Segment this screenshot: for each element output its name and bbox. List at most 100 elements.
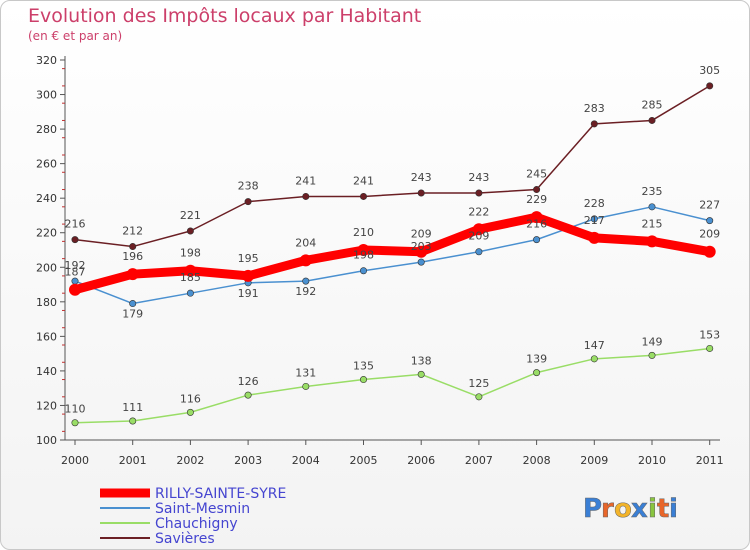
data-point xyxy=(244,391,252,399)
x-tick-label: 2010 xyxy=(638,454,666,467)
data-label: 216 xyxy=(65,218,86,231)
y-tick-label: 240 xyxy=(36,192,57,205)
y-tick-label: 300 xyxy=(36,89,57,102)
data-label: 285 xyxy=(642,98,663,111)
data-point xyxy=(590,215,598,223)
data-label: 245 xyxy=(526,168,547,181)
legend-label: Saint-Mesmin xyxy=(155,501,250,517)
logo-letter: x xyxy=(631,494,648,524)
data-label: 209 xyxy=(411,228,432,241)
data-point xyxy=(71,419,79,427)
x-tick-label: 2003 xyxy=(234,454,262,467)
data-point xyxy=(129,417,137,425)
data-label: 235 xyxy=(642,185,663,198)
x-tick-label: 2005 xyxy=(350,454,378,467)
data-point xyxy=(357,244,370,256)
data-point xyxy=(417,189,425,197)
data-label: 203 xyxy=(411,240,432,253)
x-tick-label: 2011 xyxy=(696,454,724,467)
data-label: 179 xyxy=(122,308,143,321)
data-label: 125 xyxy=(468,377,489,390)
data-point xyxy=(417,370,425,378)
x-tick-label: 2002 xyxy=(176,454,204,467)
logo-letter: P xyxy=(583,494,602,524)
x-tick-label: 2004 xyxy=(292,454,320,467)
data-point xyxy=(302,192,310,200)
axes: 100 120 140 160 180 200 220 240 260 280 300 320 2000… xyxy=(36,54,724,467)
data-label: 139 xyxy=(526,353,547,366)
data-label: 195 xyxy=(238,252,259,265)
data-label: 209 xyxy=(699,228,720,241)
data-point xyxy=(71,277,79,285)
series-line-chauchigny xyxy=(74,347,711,424)
y-tick-label: 260 xyxy=(36,158,57,171)
data-label: 243 xyxy=(468,171,489,184)
data-point xyxy=(533,186,541,194)
logo-letter: r xyxy=(601,494,614,524)
logo-letter: i xyxy=(669,494,678,524)
x-tick-label: 2001 xyxy=(119,454,147,467)
data-point xyxy=(184,264,197,277)
data-label: 241 xyxy=(353,174,374,187)
data-label: 204 xyxy=(295,236,316,249)
chart-subtitle: (en € et par an) xyxy=(28,29,123,43)
data-label: 116 xyxy=(180,392,201,405)
data-point xyxy=(590,355,598,363)
data-point xyxy=(126,268,139,281)
data-label: 138 xyxy=(411,354,432,367)
data-point xyxy=(244,198,252,206)
data-point xyxy=(703,245,716,258)
y-tick-label: 140 xyxy=(36,365,57,378)
data-point xyxy=(186,289,194,297)
data-label: 241 xyxy=(295,174,316,187)
data-point xyxy=(530,211,543,224)
data-label: 243 xyxy=(411,171,432,184)
data-point xyxy=(475,189,483,197)
data-label: 305 xyxy=(699,64,720,77)
data-label: 227 xyxy=(699,199,720,212)
logo-letter: i xyxy=(648,494,657,524)
x-tick-label: 2006 xyxy=(407,454,435,467)
data-label: 196 xyxy=(122,250,143,263)
legend-label: Savières xyxy=(155,531,215,547)
logo-letter: o xyxy=(614,494,632,524)
y-tick-label: 120 xyxy=(36,399,57,412)
data-point xyxy=(648,351,656,359)
chart-title: Evolution des Impôts locaux par Habitant xyxy=(28,5,422,27)
data-label: 187 xyxy=(65,266,86,279)
legend-label: RILLY-SAINTE-SYRE xyxy=(155,486,286,502)
data-label: 153 xyxy=(699,328,720,341)
data-label: 147 xyxy=(584,339,605,352)
data-point xyxy=(706,344,714,352)
data-label: 191 xyxy=(238,287,259,300)
data-point xyxy=(186,408,194,416)
data-label: 192 xyxy=(295,285,316,298)
data-label: 217 xyxy=(584,214,605,227)
data-labels: 216 212 221 238 241 241 243 243 245 283 285 305 110 1… xyxy=(65,64,721,416)
y-tick-label: 220 xyxy=(36,227,57,240)
data-point xyxy=(590,120,598,128)
data-point xyxy=(359,267,367,275)
data-point xyxy=(417,258,425,266)
data-label: 185 xyxy=(180,271,201,284)
data-label: 131 xyxy=(295,366,316,379)
data-label: 222 xyxy=(468,205,489,218)
data-point xyxy=(302,277,310,285)
data-label: 221 xyxy=(180,209,201,222)
data-point xyxy=(302,382,310,390)
series-line-savi-res xyxy=(74,85,711,248)
data-label: 216 xyxy=(526,218,547,231)
data-point xyxy=(475,248,483,256)
data-label: 229 xyxy=(526,193,547,206)
legend: RILLY-SAINTE-SYRESaint-MesminChauchignyS… xyxy=(100,486,286,547)
y-tick-label: 280 xyxy=(36,123,57,136)
y-tick-label: 200 xyxy=(36,261,57,274)
data-point xyxy=(359,192,367,200)
y-tick-label: 100 xyxy=(36,434,57,447)
data-label: 135 xyxy=(353,360,374,373)
data-point xyxy=(648,203,656,211)
x-tick-label: 2009 xyxy=(580,454,608,467)
proxiti-logo: Pr o x i t i xyxy=(583,494,678,525)
data-point xyxy=(588,231,601,244)
